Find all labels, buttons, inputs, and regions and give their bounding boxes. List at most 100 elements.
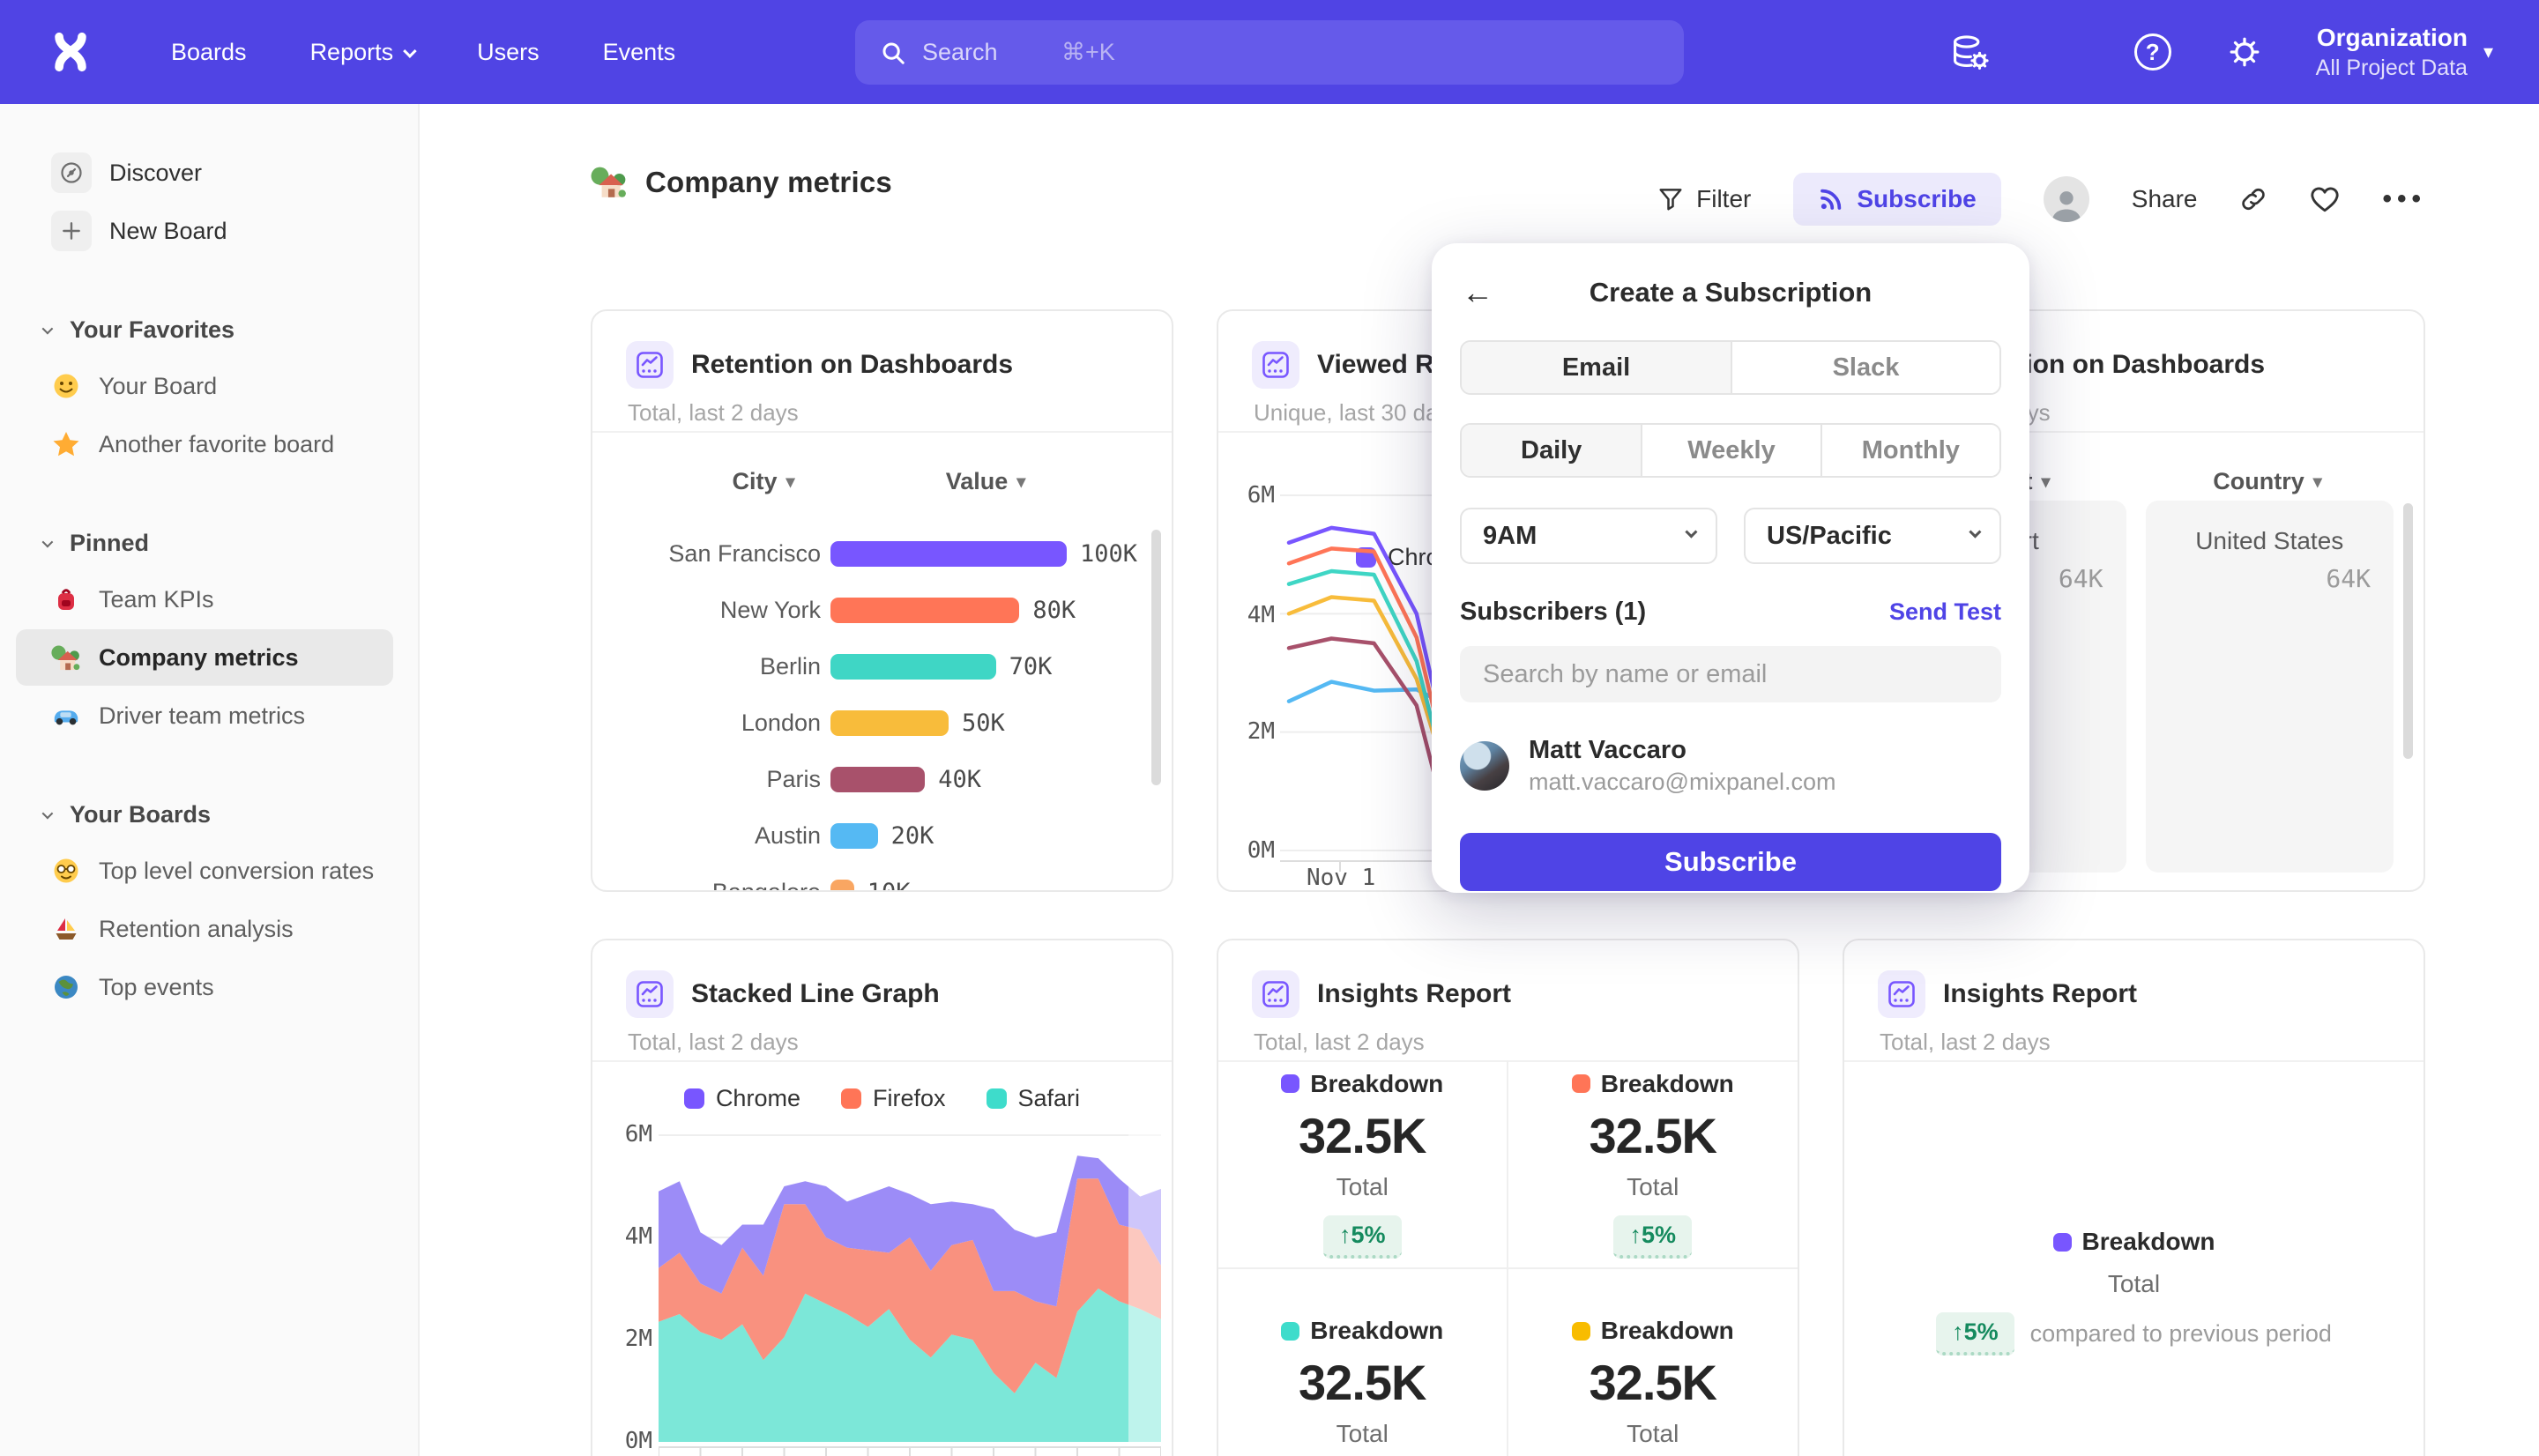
primary-nav: Boards Reports Users Events [171, 39, 675, 66]
timezone-select[interactable]: US/Pacific [1744, 508, 2001, 564]
series-dot [1571, 1321, 1590, 1341]
tab-slack[interactable]: Slack [1731, 342, 1999, 393]
table-row[interactable]: Austin 20K [754, 821, 934, 850]
subscriber-row[interactable]: Matt Vaccaro matt.vaccaro@mixpanel.com [1460, 736, 2001, 796]
sidebar-item-company-metrics[interactable]: Company metrics [16, 629, 393, 686]
bar [830, 709, 949, 736]
report-chart-icon [626, 341, 674, 389]
car-emoji-icon [51, 701, 81, 731]
bar-table: San Francisco 100K New York 80K Berlin 70K … [592, 525, 1172, 890]
star-emoji-icon [51, 429, 81, 459]
sidebar-section-header-your-favorites[interactable]: Your Favorites [0, 301, 418, 358]
card-title[interactable]: Stacked Line Graph [691, 979, 940, 1008]
column-header-country[interactable]: Country ▾ [2213, 468, 2322, 494]
nav-item-reports[interactable]: Reports [310, 39, 417, 66]
nav-item-events[interactable]: Events [602, 38, 676, 65]
page-title: Company metrics [591, 166, 892, 199]
table-row[interactable]: San Francisco 100K [668, 539, 1138, 568]
bar [830, 597, 1020, 623]
chevron-down-icon [41, 807, 54, 819]
sidebar-section-your-boards: Your Boards Top level conversion rates R… [0, 786, 418, 1015]
y-tick: 4M [1247, 602, 1275, 628]
data-management-icon[interactable] [1949, 32, 1990, 72]
apps-grid-icon[interactable] [2041, 32, 2081, 72]
sidebar-item-another-favorite-board[interactable]: Another favorite board [16, 416, 393, 472]
sidebar-item-team-kpis[interactable]: Team KPIs [16, 571, 393, 628]
sidebar-item-your-board[interactable]: Your Board [16, 358, 393, 414]
card-subtitle: Total, last 2 days [628, 399, 799, 426]
kpi-tile[interactable]: Breakdown 32.5K Total ↑5% [1218, 1269, 1508, 1456]
tab-email[interactable]: Email [1462, 342, 1731, 393]
search-shortcut: ⌘+K [1061, 39, 1115, 65]
subscribe-submit-button[interactable]: Subscribe [1460, 833, 2001, 891]
copy-link-icon[interactable] [2239, 185, 2267, 213]
filter-button[interactable]: Filter [1657, 185, 1751, 213]
kpi-tile[interactable]: Breakdown 32.5K Total ↑5% [1508, 1060, 1798, 1269]
back-arrow-icon[interactable]: ← [1462, 274, 1493, 310]
nav-item-users[interactable]: Users [477, 38, 540, 65]
sidebar-section-header-your-boards[interactable]: Your Boards [0, 786, 418, 843]
sidebar-item-top-level-conversion-rates[interactable]: Top level conversion rates [16, 843, 393, 899]
card-title[interactable]: Insights Report [1317, 979, 1512, 1008]
report-chart-icon [1252, 341, 1299, 389]
card-title[interactable]: Retention on Dashboards [691, 350, 1014, 379]
scrollbar[interactable] [2403, 503, 2413, 759]
subscriber-search-input[interactable] [1483, 659, 1978, 689]
table-row[interactable]: Bangalore 10K [592, 864, 1172, 890]
sidebar-item-top-events[interactable]: Top events [16, 959, 393, 1015]
sailboat-emoji-icon [51, 914, 81, 944]
sidebar-item-new-board[interactable]: New Board [16, 203, 393, 259]
kpi-tile[interactable]: Breakdown 32.5K Total ↑5% [1508, 1269, 1798, 1456]
sidebar-item-retention-analysis[interactable]: Retention analysis [16, 901, 393, 957]
series-dot [2052, 1232, 2072, 1252]
org-name: Organization [2316, 23, 2468, 51]
scrollbar[interactable] [1151, 530, 1161, 785]
column-header-value[interactable]: Value ▾ [945, 468, 1026, 494]
chevron-down-icon [1969, 525, 1982, 539]
table-row[interactable]: Berlin 70K [759, 652, 1053, 680]
search-input[interactable] [922, 39, 1046, 66]
channel-tabs: Email Slack [1460, 340, 2001, 395]
subscriber-search[interactable] [1460, 646, 2001, 702]
help-icon[interactable]: ? [2133, 32, 2173, 72]
card-title[interactable]: Insights Report [1943, 979, 2138, 1008]
nerd-face-emoji-icon [51, 856, 81, 886]
create-subscription-modal: ← Create a Subscription Email Slack Dail… [1432, 243, 2029, 893]
tab-weekly[interactable]: Weekly [1641, 425, 1820, 476]
report-chart-icon [626, 970, 674, 1018]
legend-item-safari[interactable]: Safari [986, 1085, 1080, 1112]
kpi-single[interactable]: Breakdown Total ↑5% compared to previous… [1844, 1060, 2424, 1456]
series-dot [1281, 1321, 1300, 1341]
settings-gear-icon[interactable] [2224, 32, 2265, 72]
table-row[interactable]: London 50K [741, 709, 1005, 737]
org-switcher[interactable]: Organization All Project Data ▾ [2316, 24, 2493, 81]
global-search[interactable]: ⌘+K [855, 20, 1684, 85]
avatar[interactable] [2043, 176, 2089, 222]
column-header-city[interactable]: City ▾ [732, 468, 795, 494]
subscribe-button[interactable]: Subscribe [1793, 173, 2001, 226]
y-tick: 6M [624, 1121, 652, 1148]
kpi-tile[interactable]: Breakdown 32.5K Total ↑5% [1218, 1060, 1508, 1269]
y-tick: 4M [624, 1223, 652, 1250]
subscriber-name: Matt Vaccaro [1529, 736, 1686, 764]
mixpanel-logo-icon[interactable] [46, 28, 95, 76]
table-row[interactable]: Paris 40K [766, 765, 981, 793]
card-subtitle: Total, last 2 days [628, 1029, 799, 1055]
tab-daily[interactable]: Daily [1462, 425, 1642, 476]
sidebar-section-header-pinned[interactable]: Pinned [0, 515, 418, 571]
time-select[interactable]: 9AM [1460, 508, 1717, 564]
legend-item-firefox[interactable]: Firefox [840, 1085, 946, 1112]
tile-united-states[interactable]: United States 64K [2145, 501, 2394, 873]
nav-item-boards[interactable]: Boards [171, 38, 247, 65]
sidebar-item-driver-team-metrics[interactable]: Driver team metrics [16, 687, 393, 744]
share-button[interactable]: Share [2131, 185, 2198, 212]
favorite-heart-icon[interactable] [2310, 185, 2340, 213]
table-row[interactable]: New York 80K [719, 596, 1076, 624]
tab-monthly[interactable]: Monthly [1820, 425, 1999, 476]
more-options-button[interactable]: ••• [2382, 184, 2426, 213]
send-test-link[interactable]: Send Test [1888, 598, 2001, 625]
legend-item-chrome[interactable]: Chrome [683, 1085, 800, 1112]
sidebar-item-discover[interactable]: Discover [16, 145, 393, 201]
stacked-area-chart[interactable] [659, 1117, 1161, 1456]
